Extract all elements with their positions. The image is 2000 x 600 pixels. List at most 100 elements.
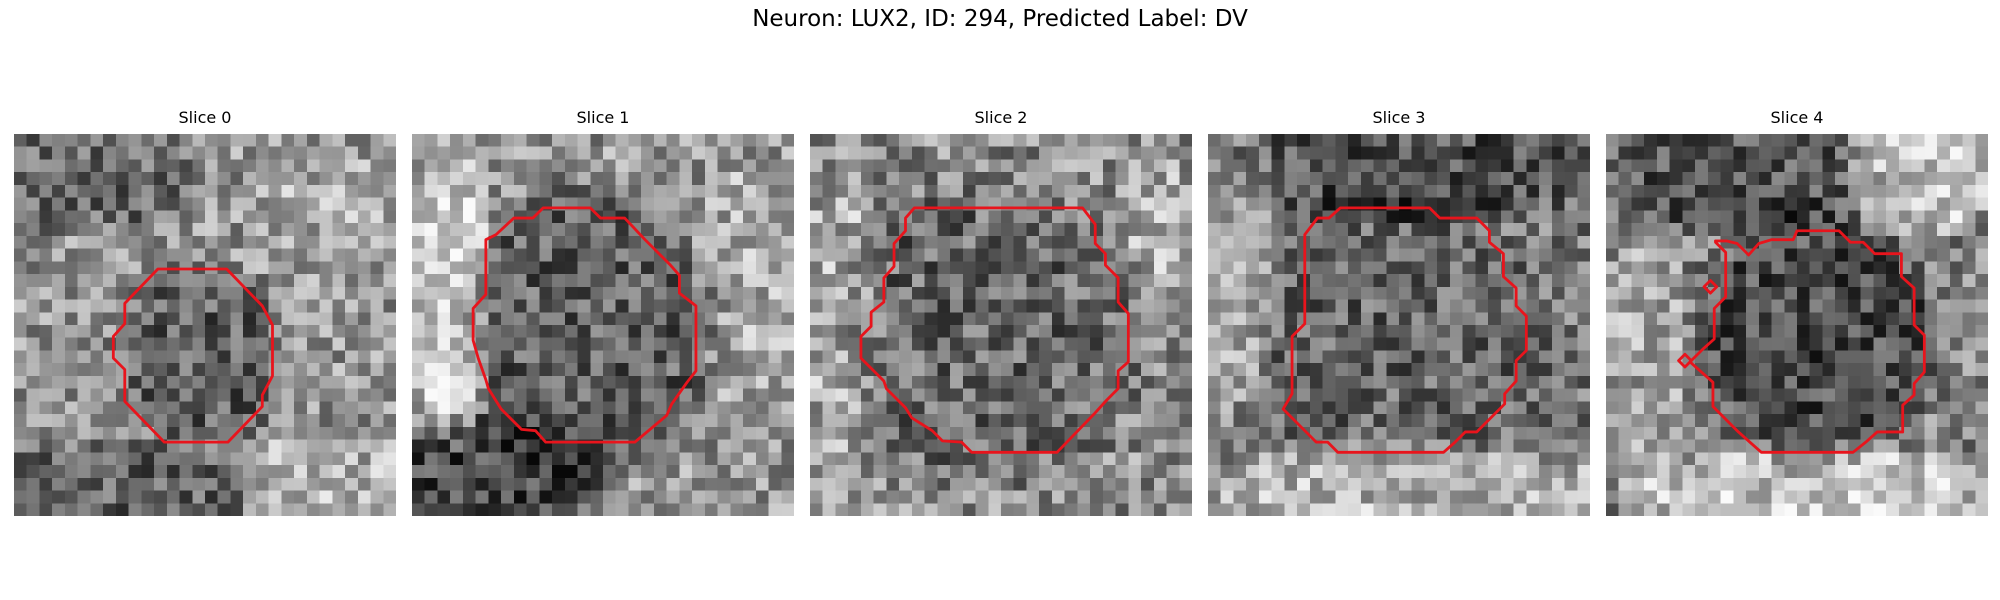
pixel — [268, 325, 282, 338]
pixel — [488, 439, 502, 453]
pixel — [1733, 490, 1747, 504]
pixel — [179, 134, 193, 147]
pixel — [1911, 503, 1925, 516]
pixel — [962, 465, 976, 479]
pixel — [1526, 299, 1540, 313]
pixel — [1102, 490, 1116, 504]
pixel — [704, 159, 718, 173]
pixel — [717, 197, 731, 211]
pixel — [1886, 325, 1900, 338]
pixel — [1424, 286, 1438, 300]
pixel — [412, 134, 425, 147]
pixel — [1644, 452, 1658, 466]
pixel — [1631, 414, 1645, 428]
pixel — [1208, 388, 1221, 402]
pixel — [243, 159, 257, 173]
pixel — [345, 184, 359, 198]
pixel — [1822, 452, 1836, 466]
pixel — [1179, 325, 1192, 338]
pixel — [628, 465, 642, 479]
pixel — [319, 286, 333, 300]
pixel — [1102, 312, 1116, 326]
pixel — [1886, 248, 1900, 262]
pixel — [1564, 146, 1578, 160]
pixel — [1784, 337, 1798, 351]
pixel — [345, 261, 359, 275]
pixel — [679, 248, 693, 262]
pixel — [692, 414, 706, 428]
pixel — [755, 401, 769, 415]
pixel — [166, 274, 180, 288]
pixel — [217, 197, 231, 211]
pixel — [1475, 235, 1489, 249]
pixel — [590, 286, 604, 300]
pixel — [255, 172, 269, 186]
pixel — [1246, 261, 1260, 275]
pixel — [1077, 235, 1091, 249]
pixel — [899, 312, 913, 326]
pixel — [141, 286, 155, 300]
pixel — [810, 350, 823, 364]
pixel — [755, 490, 769, 504]
pixel — [1386, 414, 1400, 428]
pixel — [1809, 465, 1823, 479]
pixel — [1271, 197, 1285, 211]
pixel — [924, 299, 938, 313]
pixel — [666, 134, 680, 147]
pixel — [1258, 325, 1272, 338]
pixel — [873, 134, 887, 147]
pixel — [243, 350, 257, 364]
pixel — [924, 325, 938, 338]
pixel — [1618, 401, 1632, 415]
pixel — [873, 159, 887, 173]
pixel — [1500, 325, 1514, 338]
pixel — [166, 172, 180, 186]
pixel — [1669, 401, 1683, 415]
pixel — [39, 235, 53, 249]
pixel — [1001, 248, 1014, 262]
pixel — [450, 299, 464, 313]
pixel — [1220, 503, 1234, 516]
pixel — [962, 274, 976, 288]
pixel — [975, 184, 989, 198]
pixel — [501, 184, 515, 198]
pixel — [1564, 274, 1578, 288]
pixel — [90, 388, 104, 402]
pixel — [937, 299, 951, 313]
pixel — [1733, 503, 1747, 516]
pixel — [1720, 388, 1734, 402]
pixel — [590, 337, 604, 351]
pixel — [1115, 465, 1129, 479]
pixel — [255, 210, 269, 224]
pixel — [1051, 337, 1065, 351]
pixel — [128, 197, 142, 211]
pixel — [306, 388, 320, 402]
pixel — [1949, 197, 1963, 211]
pixel — [1153, 452, 1167, 466]
pixel — [781, 184, 794, 198]
pixel — [1962, 325, 1976, 338]
pixel — [1809, 414, 1823, 428]
pixel — [1564, 312, 1578, 326]
pixel — [1618, 159, 1632, 173]
pixel — [332, 274, 346, 288]
pixel — [1233, 452, 1247, 466]
pixel — [1682, 426, 1696, 440]
pixel — [1564, 465, 1578, 479]
pixel — [77, 159, 91, 173]
pixel — [1911, 159, 1925, 173]
pixel — [1102, 465, 1116, 479]
pixel — [1606, 197, 1619, 211]
pixel — [1411, 235, 1425, 249]
pixel — [628, 375, 642, 389]
pixel — [475, 503, 489, 516]
pixel — [679, 184, 693, 198]
pixel — [462, 426, 476, 440]
pixel — [1835, 274, 1849, 288]
slice-title: Slice 1 — [576, 108, 630, 127]
pixel — [1835, 375, 1849, 389]
pixel — [1937, 375, 1951, 389]
pixel — [539, 210, 553, 224]
pixel — [1258, 375, 1272, 389]
pixel — [1631, 388, 1645, 402]
